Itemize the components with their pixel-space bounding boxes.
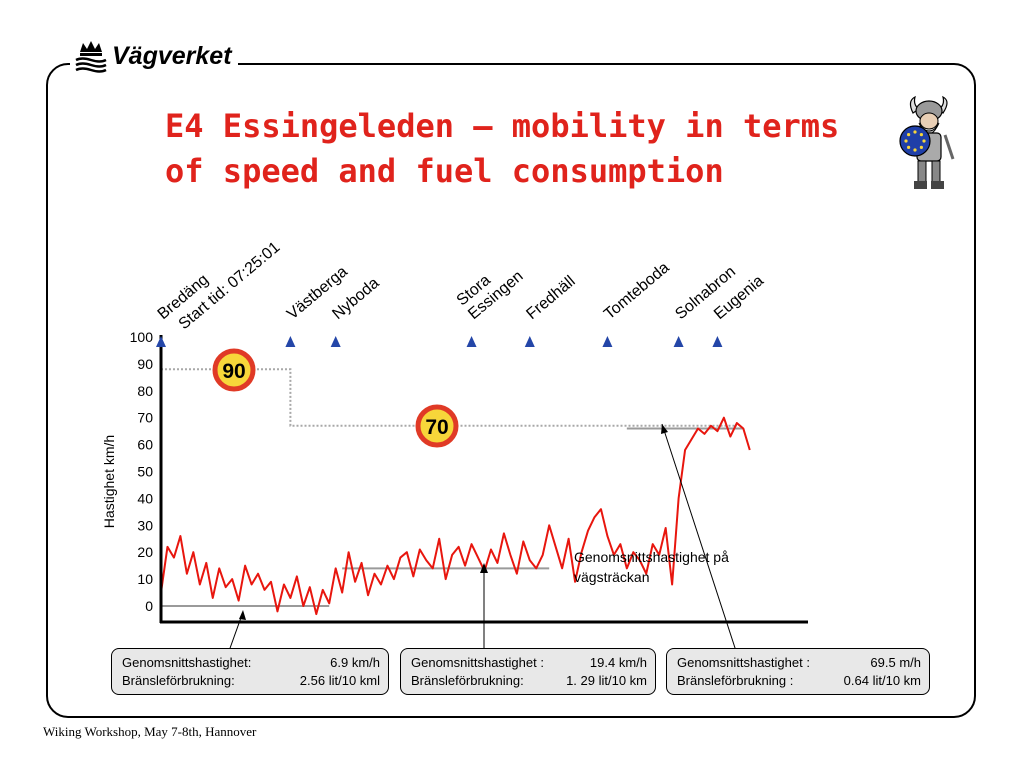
location-marker (712, 336, 723, 347)
y-tick-label: 20 (137, 544, 153, 560)
location-marker (673, 336, 684, 347)
y-tick-label: 100 (130, 329, 154, 345)
speed-limit-sign-label: 90 (222, 360, 245, 383)
pointer-line-3 (661, 423, 737, 652)
location-label: Tomteboda (601, 259, 673, 323)
y-tick-label: 30 (137, 517, 153, 533)
pointer-arrowhead-3 (661, 424, 668, 434)
fuel-value: 2.56 lit/10 kml (299, 673, 380, 688)
footer-text: Wiking Workshop, May 7-8th, Hannover (43, 724, 257, 739)
annotation-line-1: Genomsnittshastighet på (574, 549, 729, 565)
info-box-segment-3: Genomsnittshastighet : 69.5 m/h Bränslefö… (666, 648, 930, 695)
y-tick-label: 10 (137, 571, 153, 587)
y-tick-label: 0 (145, 598, 153, 614)
vagverket-logo: Vägverket (70, 36, 238, 76)
y-tick-label: 50 (137, 464, 153, 480)
location-marker (466, 336, 477, 347)
location-marker (524, 336, 535, 347)
info-box-segment-1: Genomsnittshastighet: 6.9 km/h Bränsleför… (111, 648, 389, 695)
speed-limit-sign-70 (415, 404, 459, 448)
y-tick-label: 40 (137, 490, 153, 506)
content-frame (46, 63, 976, 718)
avg-speed-label: Genomsnittshastighet : (411, 655, 544, 670)
fuel-value: 0.64 lit/10 km (843, 673, 921, 688)
speed-limit-sign-90 (212, 348, 256, 392)
annotation-line-2: vägsträckan (574, 569, 649, 585)
avg-speed-label: Genomsnittshastighet : (677, 655, 810, 670)
page-title: E4 Essingeleden – mobility in terms of s… (165, 107, 840, 190)
fuel-label: Bränsleförbrukning : (677, 673, 794, 688)
info-box-segment-2: Genomsnittshastighet : 19.4 km/h Bränslef… (400, 648, 656, 695)
y-tick-label: 70 (137, 410, 153, 426)
pointer-arrowhead-2 (480, 563, 488, 573)
location-marker (156, 336, 166, 347)
pointer-arrowhead-1 (239, 610, 246, 620)
speed-limit-sign-label: 70 (425, 416, 448, 439)
y-tick-label: 60 (137, 437, 153, 453)
avg-speed-value: 19.4 km/h (589, 655, 647, 670)
location-label: Fredhäll (523, 273, 578, 323)
fuel-label: Bränsleförbrukning: (411, 673, 524, 688)
location-marker (285, 336, 296, 347)
viking-mascot-icon (899, 95, 955, 189)
fuel-label: Bränsleförbrukning: (122, 673, 235, 688)
y-axis-label: Hastighet km/h (101, 435, 117, 528)
location-marker (602, 336, 613, 347)
logo-text: Vägverket (112, 41, 232, 70)
fuel-value: 1. 29 lit/10 km (566, 673, 647, 688)
speed-series-line (160, 416, 751, 616)
avg-speed-label: Genomsnittshastighet: (122, 655, 252, 670)
location-marker (330, 336, 341, 347)
location-label: StoraEssingen (454, 254, 527, 323)
y-tick-label: 90 (137, 356, 153, 372)
y-tick-label: 80 (137, 383, 153, 399)
crown-emblem-icon (75, 41, 107, 73)
avg-speed-value: 69.5 m/h (870, 655, 921, 670)
avg-speed-value: 6.9 km/h (330, 655, 380, 670)
